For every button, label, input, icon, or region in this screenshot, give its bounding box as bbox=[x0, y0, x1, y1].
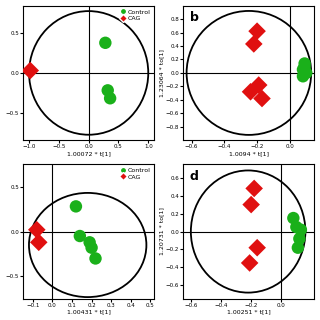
Point bbox=[298, 227, 303, 232]
X-axis label: 1.00072 * t[1]: 1.00072 * t[1] bbox=[67, 151, 111, 156]
Text: d: d bbox=[190, 170, 199, 182]
Point bbox=[304, 70, 309, 76]
Point bbox=[254, 28, 260, 34]
Point bbox=[89, 245, 94, 250]
Point bbox=[77, 234, 83, 239]
Legend: Control, CAG: Control, CAG bbox=[120, 167, 151, 180]
Point bbox=[251, 41, 256, 46]
Point bbox=[93, 256, 98, 261]
Point bbox=[294, 224, 299, 229]
Y-axis label: 1.23064 * to[1]: 1.23064 * to[1] bbox=[159, 49, 164, 97]
X-axis label: 1.00251 * t[1]: 1.00251 * t[1] bbox=[227, 309, 271, 315]
Point bbox=[105, 88, 110, 93]
Point bbox=[302, 61, 307, 66]
Legend: Control, CAG: Control, CAG bbox=[120, 9, 151, 22]
Point bbox=[302, 64, 307, 69]
Point bbox=[34, 227, 39, 232]
Y-axis label: 1.20731 * to[1]: 1.20731 * to[1] bbox=[159, 208, 164, 255]
X-axis label: 1.00431 * t[1]: 1.00431 * t[1] bbox=[67, 309, 111, 315]
Point bbox=[291, 215, 296, 220]
Text: b: b bbox=[190, 11, 199, 24]
Point bbox=[300, 74, 306, 79]
Point bbox=[103, 40, 108, 45]
Point bbox=[87, 240, 92, 245]
Point bbox=[28, 68, 33, 73]
Point bbox=[249, 202, 254, 207]
Point bbox=[255, 245, 260, 250]
Point bbox=[36, 240, 41, 245]
Point bbox=[256, 83, 261, 88]
Point bbox=[300, 67, 306, 72]
Point bbox=[108, 96, 113, 101]
Point bbox=[297, 236, 302, 241]
Point bbox=[248, 89, 253, 94]
Point bbox=[260, 96, 265, 101]
X-axis label: 1.0094 * t[1]: 1.0094 * t[1] bbox=[229, 151, 269, 156]
Point bbox=[247, 260, 252, 266]
Point bbox=[73, 204, 78, 209]
Point bbox=[295, 245, 300, 250]
Point bbox=[252, 186, 257, 191]
